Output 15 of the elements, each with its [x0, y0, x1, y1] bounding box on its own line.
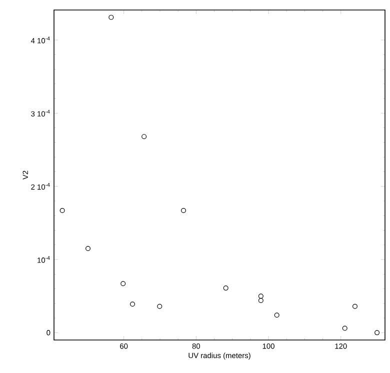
point [86, 246, 91, 252]
point [342, 326, 348, 331]
point [374, 330, 380, 336]
point [108, 14, 114, 20]
point [181, 208, 186, 213]
point [60, 208, 65, 213]
point [157, 304, 162, 309]
point [352, 304, 358, 309]
point [120, 281, 126, 286]
point [258, 294, 264, 299]
point [258, 298, 264, 303]
point [274, 312, 280, 318]
point [142, 134, 147, 140]
point [130, 302, 135, 307]
point [223, 286, 228, 291]
